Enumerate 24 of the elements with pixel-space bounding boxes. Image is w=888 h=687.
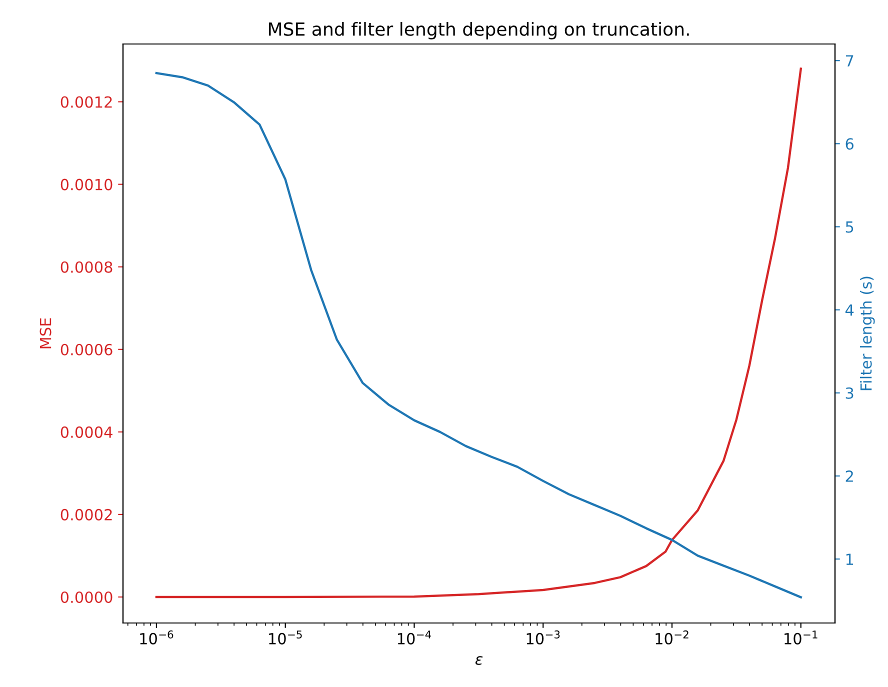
x-tick-label: 10$^{−1}$ <box>784 630 818 644</box>
y2-tick-label: 7 <box>846 55 854 66</box>
y-tick-label: 0.0006 <box>60 344 112 356</box>
y2-tick-label: 2 <box>846 470 853 482</box>
y-tick-label: 0.0000 <box>60 591 112 604</box>
x-tick-label: 10$^{−4}$ <box>398 630 432 644</box>
x-tick-label: 10$^{−3}$ <box>526 630 560 644</box>
y2-tick-label: 4 <box>845 304 854 316</box>
x-tick-label: 10$^{−5}$ <box>269 630 302 644</box>
chart-title: MSE and filter length depending on truncation. <box>268 22 689 40</box>
y-tick-label: 0.0004 <box>60 426 112 438</box>
y-tick-label: 0.0002 <box>60 508 112 520</box>
y-tick-label: 0.0012 <box>60 96 112 108</box>
y-tick-label: 0.0008 <box>60 261 112 273</box>
y-axis-title: MSE <box>40 318 52 348</box>
y2-axis-title: Filter length (s) <box>860 276 875 390</box>
x-tick-label: 10$^{−6}$ <box>140 630 174 644</box>
y2-tick-label: 6 <box>846 138 854 150</box>
y-tick-label: 0.0010 <box>60 178 112 190</box>
x-tick-label: 10$^{−2}$ <box>656 630 688 644</box>
x-axis-title: ε <box>475 656 483 665</box>
y2-tick-label: 3 <box>846 387 854 399</box>
y2-tick-label: 5 <box>846 221 854 233</box>
y2-tick-label: 1 <box>846 554 854 565</box>
